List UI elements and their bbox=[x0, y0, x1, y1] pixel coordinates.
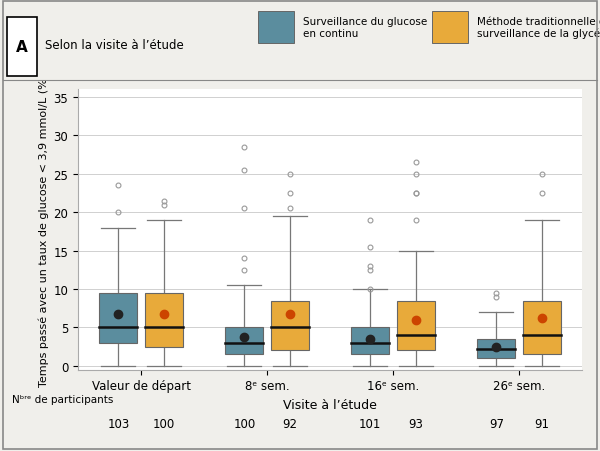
Bar bbox=[397, 301, 434, 351]
Bar bbox=[271, 301, 308, 351]
Text: Nᵇʳᵉ de participants: Nᵇʳᵉ de participants bbox=[12, 394, 113, 404]
Text: A: A bbox=[16, 40, 28, 55]
Bar bbox=[100, 293, 137, 343]
Text: 91: 91 bbox=[534, 418, 549, 430]
Bar bbox=[145, 293, 182, 347]
Text: Selon la visite à l’étude: Selon la visite à l’étude bbox=[45, 39, 184, 51]
Bar bbox=[226, 328, 263, 354]
Y-axis label: Temps passé avec un taux de glucose < 3,9 mmol/L (%): Temps passé avec un taux de glucose < 3,… bbox=[39, 74, 49, 386]
Text: 93: 93 bbox=[408, 418, 423, 430]
Text: 103: 103 bbox=[107, 418, 130, 430]
Bar bbox=[478, 339, 515, 359]
X-axis label: Visite à l’étude: Visite à l’étude bbox=[283, 398, 377, 411]
Bar bbox=[523, 301, 560, 354]
Text: 100: 100 bbox=[152, 418, 175, 430]
Text: Méthode traditionnelle de
surveillance de la glycémie: Méthode traditionnelle de surveillance d… bbox=[477, 17, 600, 39]
Text: 97: 97 bbox=[489, 418, 504, 430]
Text: 100: 100 bbox=[233, 418, 256, 430]
Text: Surveillance du glucose
en continu: Surveillance du glucose en continu bbox=[303, 17, 427, 39]
Text: 101: 101 bbox=[359, 418, 382, 430]
Bar bbox=[352, 328, 389, 354]
Text: 92: 92 bbox=[282, 418, 297, 430]
